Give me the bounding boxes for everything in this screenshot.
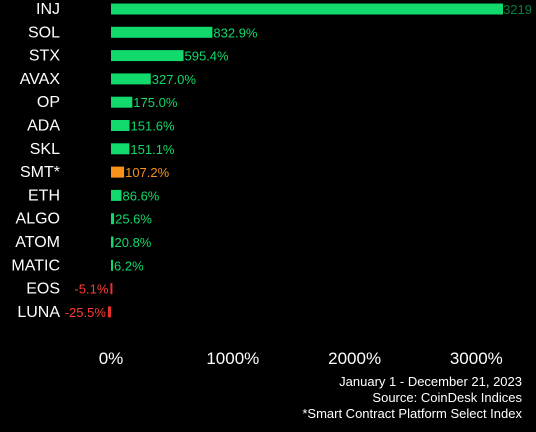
- value-label: 3219: [503, 2, 532, 17]
- bar: [111, 96, 133, 108]
- category-label: EOS: [26, 281, 60, 298]
- bar: [111, 143, 130, 155]
- value-label: 832.9%: [213, 25, 258, 40]
- value-label: 20.8%: [115, 235, 152, 250]
- x-tick-label: 2000%: [328, 349, 381, 368]
- bar: [111, 26, 213, 38]
- category-label: INJ: [36, 1, 60, 18]
- x-tick-label: 0%: [99, 349, 124, 368]
- bar: [107, 306, 111, 318]
- category-label: ALGO: [16, 211, 60, 228]
- value-label: 86.6%: [123, 188, 160, 203]
- labels-layer: INJ 3219 SOL 832.9% STX 595.4% AVAX 327.0% OP 175…: [11, 1, 532, 321]
- bar: [111, 236, 114, 248]
- bar: [111, 120, 130, 131]
- bar: [111, 73, 151, 85]
- value-label: 107.2%: [125, 165, 170, 180]
- index-note: *Smart Contract Platform Select Index: [302, 406, 522, 421]
- category-label: ADA: [27, 118, 60, 135]
- value-label: 595.4%: [185, 49, 230, 64]
- category-label: OP: [37, 94, 60, 111]
- category-label: SOL: [28, 24, 60, 41]
- category-label: AVAX: [20, 71, 61, 88]
- value-label: -25.5%: [65, 305, 107, 320]
- bar: [111, 259, 113, 271]
- category-label: LUNA: [17, 304, 60, 321]
- bar: [111, 50, 184, 62]
- x-axis: 0% 1000% 2000% 3000%: [99, 349, 503, 368]
- x-tick-label: 3000%: [450, 349, 503, 368]
- value-label: 327.0%: [152, 72, 197, 87]
- bar: [111, 189, 122, 201]
- category-label: STX: [29, 48, 60, 65]
- source-note: Source: CoinDesk Indices: [372, 390, 522, 405]
- date-range-note: January 1 - December 21, 2023: [339, 374, 522, 389]
- bar: [111, 3, 503, 15]
- value-label: 151.6%: [131, 119, 176, 134]
- value-label: -5.1%: [74, 282, 108, 297]
- value-label: 6.2%: [114, 258, 144, 273]
- category-label: MATIC: [11, 257, 60, 274]
- value-label: 25.6%: [115, 212, 152, 227]
- value-label: 151.1%: [130, 142, 175, 157]
- x-tick-label: 1000%: [206, 349, 259, 368]
- category-label: SKL: [30, 141, 60, 158]
- bar: [111, 213, 115, 225]
- category-label: ETH: [28, 187, 60, 204]
- bars-layer: [107, 3, 503, 318]
- bar: [110, 283, 113, 295]
- category-label: SMT*: [20, 164, 60, 181]
- bar: [111, 166, 125, 178]
- category-label: ATOM: [15, 234, 60, 251]
- value-label: 175.0%: [133, 95, 178, 110]
